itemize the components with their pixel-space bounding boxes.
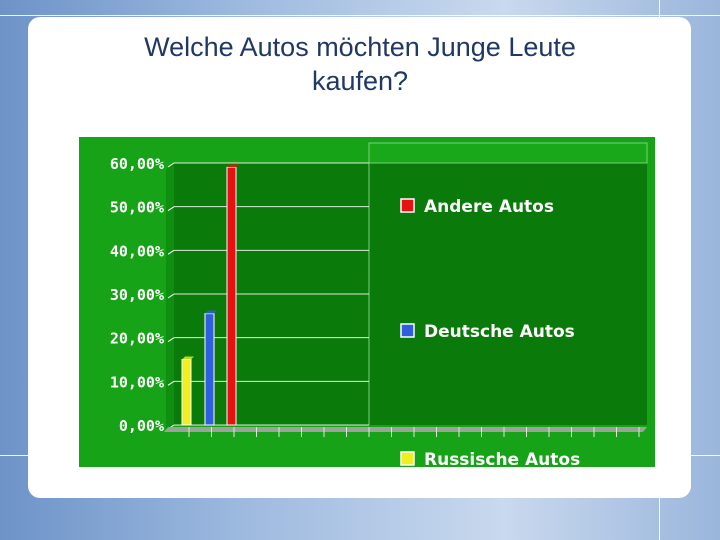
- plot-top-frame: [368, 142, 648, 164]
- bar-deutsche-autos: [204, 313, 215, 426]
- y-tick-label: 30,00%: [110, 286, 164, 304]
- bar-top: [182, 356, 194, 360]
- bar-andere-autos: [226, 166, 237, 426]
- legend-swatch: [400, 323, 415, 338]
- bar-chart: 0,00% 10,00% 20,00% 30,00% 40,00% 50,00% 60,00…: [110, 142, 648, 467]
- y-tick-label: 40,00%: [110, 242, 164, 260]
- slide-title: Welche Autos möchten Junge Leute kaufen?: [0, 30, 720, 98]
- x-axis-floor: [164, 427, 647, 432]
- y-tick-mark: [167, 293, 175, 299]
- legend-swatch: [400, 198, 415, 213]
- y-tick-mark: [167, 337, 175, 343]
- y-tick-label: 10,00%: [110, 373, 164, 391]
- legend-swatch: [400, 451, 415, 466]
- title-line-1: Welche Autos möchten Junge Leute: [144, 32, 576, 62]
- y-tick-label: 0,00%: [119, 417, 164, 435]
- decor-line-top: [0, 15, 720, 16]
- title-line-2: kaufen?: [311, 66, 409, 96]
- legend-label: Deutsche Autos: [424, 322, 575, 342]
- chart-area: 0,00% 10,00% 20,00% 30,00% 40,00% 50,00% 60,00…: [79, 137, 655, 467]
- bar-top: [227, 164, 239, 168]
- legend-label: Andere Autos: [424, 197, 554, 217]
- y-tick-mark: [167, 206, 175, 212]
- y-tick-label: 50,00%: [110, 199, 164, 217]
- y-tick-mark: [167, 162, 175, 168]
- y-tick-label: 60,00%: [110, 155, 164, 173]
- legend-label: Russische Autos: [424, 450, 580, 467]
- bar-top: [205, 310, 217, 314]
- y-tick-label: 20,00%: [110, 330, 164, 348]
- y-tick-mark: [167, 249, 175, 255]
- bar-russische-autos: [181, 359, 192, 426]
- y-tick-mark: [167, 380, 175, 386]
